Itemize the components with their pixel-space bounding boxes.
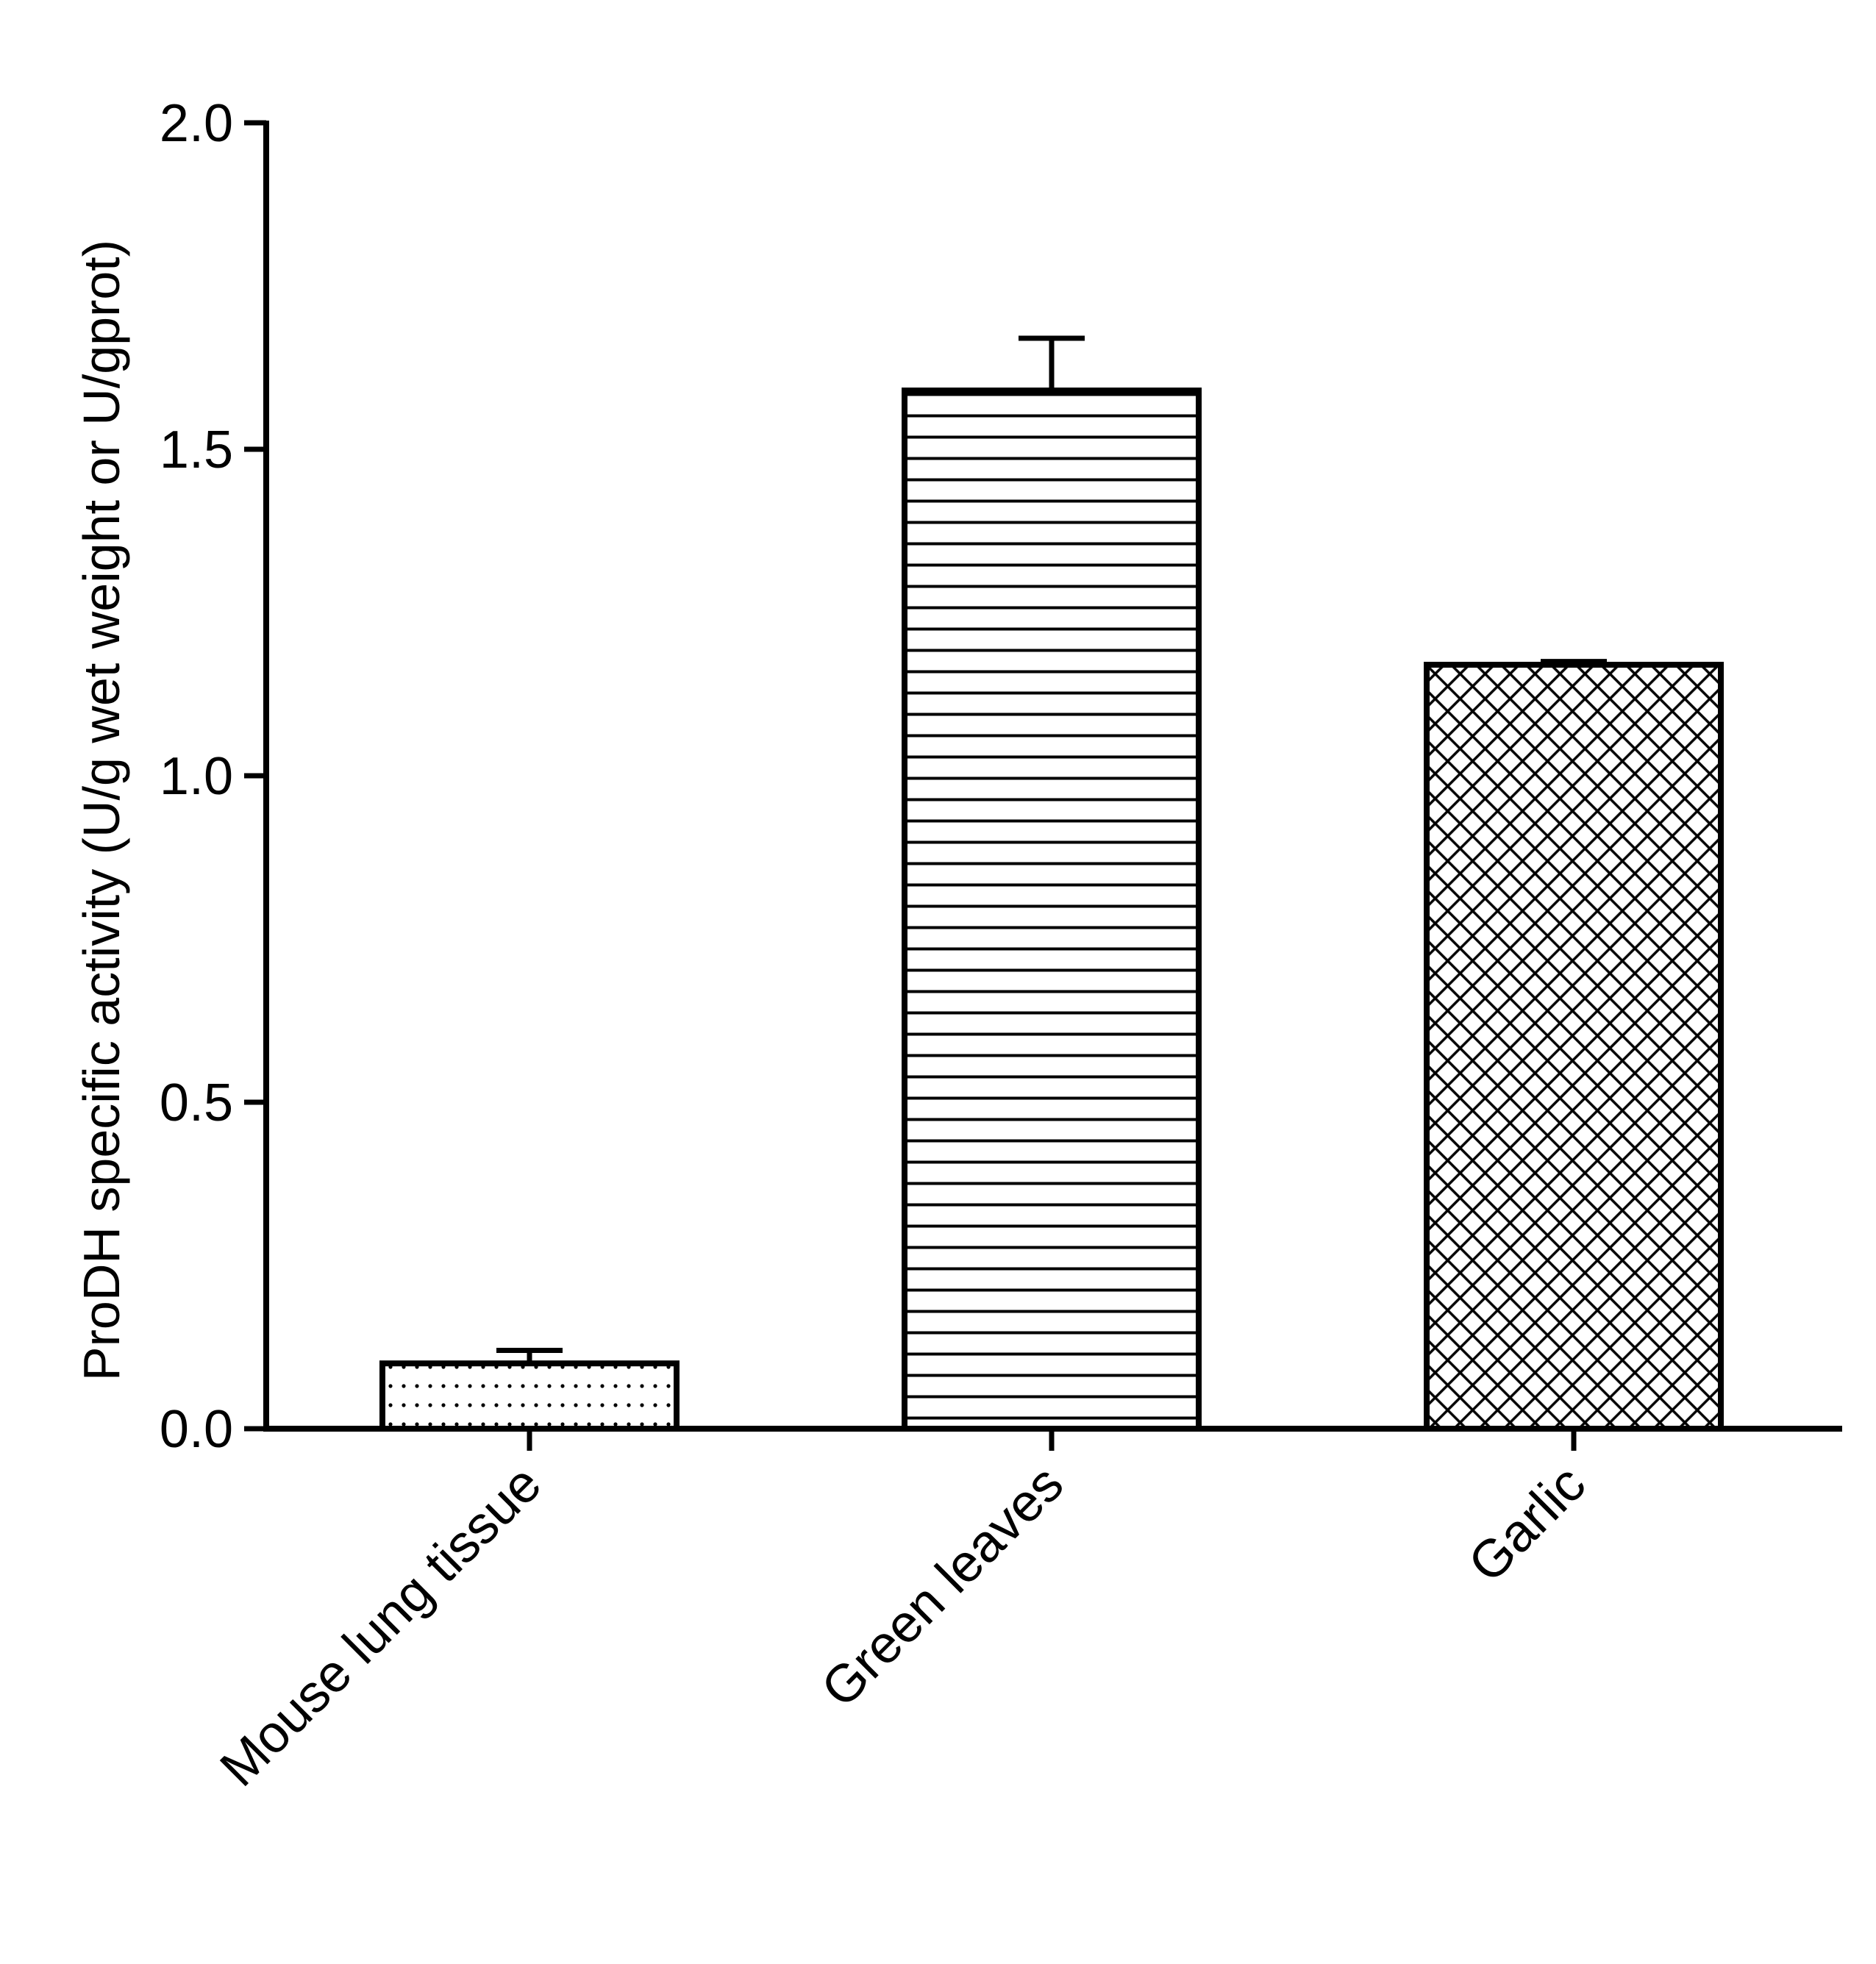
y-axis-title: ProDH specific activity (U/g wet weight … [73,240,130,1381]
y-tick-label: 1.0 [160,747,233,806]
bar-garlic [1424,662,1724,1432]
plot-area: 0.0 0.5 1.0 1.5 2.0 Mouse lung tissue Green le… [160,94,1842,1798]
y-tick-label: 0.0 [160,1400,233,1459]
y-tick-label: 2.0 [160,94,233,153]
x-tick-label: Mouse lung tissue [209,1454,552,1798]
bar-green-leaves [902,388,1202,1432]
bar-mouse-lung-tissue [379,1360,680,1432]
y-tick-label: 1.5 [160,421,233,479]
y-tick-label: 0.5 [160,1074,233,1132]
x-tick-label: Garlic [1458,1454,1597,1594]
x-tick-label: Green leaves [810,1454,1074,1718]
